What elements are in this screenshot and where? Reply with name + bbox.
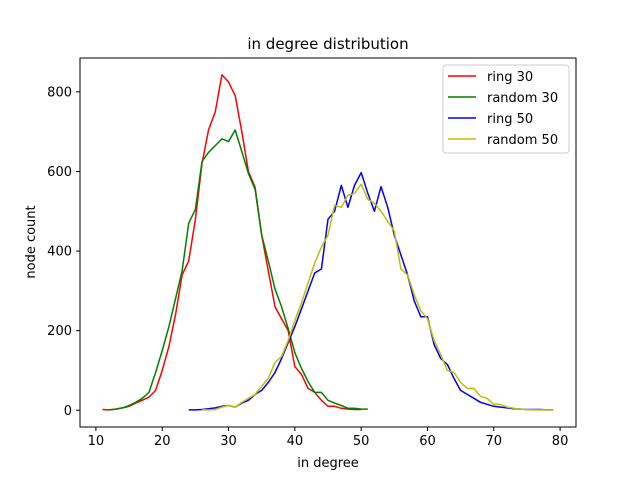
legend-box [442, 64, 570, 154]
legend-label-1: random 30 [487, 91, 558, 106]
x-axis: 10 20 30 40 50 60 70 80 [88, 427, 569, 449]
x-tick-label: 80 [552, 434, 569, 449]
series-layer [102, 73, 554, 411]
legend-label-3: random 50 [487, 133, 558, 148]
legend: ring 30 random 30 ring 50 random 50 [442, 64, 570, 154]
x-tick-label: 60 [419, 434, 436, 449]
y-axis-label: node count [24, 205, 39, 278]
plot-frame [79, 57, 577, 428]
series-line-2 [188, 171, 554, 411]
y-tick-label: 800 [47, 85, 72, 100]
series-line-0 [102, 73, 362, 411]
x-tick-label: 40 [287, 434, 304, 449]
y-tick-label: 400 [47, 245, 72, 260]
y-axis: 0 200 400 600 800 [47, 85, 80, 419]
y-tick-label: 600 [47, 165, 72, 180]
x-tick-label: 50 [353, 434, 370, 449]
series-line-1 [109, 129, 368, 411]
legend-label-0: ring 30 [487, 70, 533, 85]
x-tick-label: 30 [220, 434, 237, 449]
x-tick-label: 20 [154, 434, 171, 449]
x-axis-label: in degree [297, 456, 359, 471]
x-tick-label: 70 [486, 434, 503, 449]
x-tick-label: 10 [88, 434, 105, 449]
y-tick-label: 0 [64, 404, 72, 419]
y-tick-label: 200 [47, 324, 72, 339]
chart-title: in degree distribution [247, 35, 408, 53]
legend-label-2: ring 50 [487, 112, 533, 127]
series-line-3 [202, 183, 554, 411]
